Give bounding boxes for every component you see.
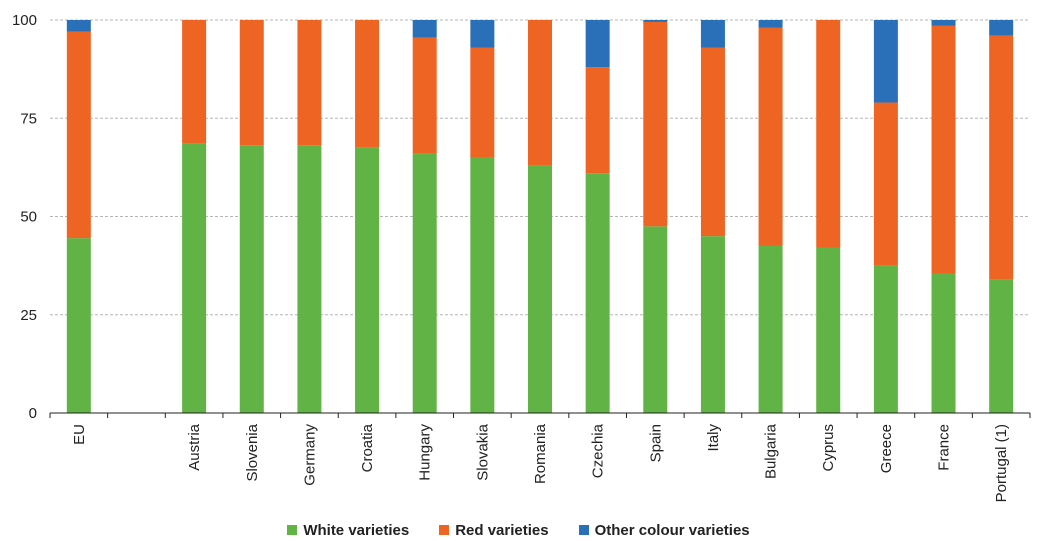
bar-segment-white [931,273,956,413]
bar-segment-white [873,265,898,413]
x-tick-label: Czechia [590,423,607,478]
legend-label-white: White varieties [303,521,410,539]
bar-segment-white [700,236,725,413]
legend-label-other: Other colour varieties [594,521,750,539]
legend-item-red: Red varieties [439,521,549,539]
x-tick-label: Portugal (1) [993,424,1010,502]
bar-segment-other [412,20,437,38]
x-tick-label: EU [71,424,88,445]
bar-segment-white [412,153,437,413]
bar-segment-red [585,67,610,174]
axes: 0 25 50 75 100 EU Austria Slovenia Germany Croati… [12,12,1031,502]
bar-segment-white [585,173,610,413]
y-tick-label: 50 [20,209,37,226]
x-tick-label: Romania [532,423,549,484]
bar-segment-white [758,245,783,413]
y-tick-label: 100 [12,12,37,29]
x-tick-label: Hungary [417,424,434,481]
y-tick-label: 75 [20,110,37,127]
bar-segment-red [873,102,898,266]
bar-segment-red [989,35,1014,280]
bar-segment-red [470,47,495,158]
legend: White varieties Red varieties Other colo… [0,520,1037,540]
bar-segment-other [66,20,91,32]
bar-segment-other [873,20,898,103]
bar-segment-white [643,226,668,413]
legend-swatch-other [578,525,589,535]
bar-segment-white [182,143,207,414]
bar-segment-other [643,20,668,22]
x-tick-label: Spain [647,424,664,462]
legend-label-red: Red varieties [455,521,549,539]
x-tick-label: Slovenia [244,423,261,481]
bar-segment-white [470,157,495,413]
bar-segment-white [66,238,91,413]
bar-segment-white [528,165,552,413]
y-tick-label: 0 [29,405,37,422]
x-tick-label: Germany [301,424,318,486]
legend-swatch-white [287,525,298,535]
bar-segment-other [989,20,1014,36]
x-tick-label: Croatia [359,423,376,472]
bar-segment-white [239,145,264,413]
legend-swatch-red [439,525,450,535]
bar-segment-other [585,20,610,68]
x-tick-label: Austria [186,423,203,470]
bar-segment-red [931,25,956,274]
legend-item-white: White varieties [287,522,409,539]
bar-segment-other [700,20,725,48]
x-tick-label: Greece [878,424,895,473]
bar-segment-red [643,21,668,227]
bar-segment-white [297,145,322,413]
x-tick-label: Italy [705,424,722,452]
bar-segment-white [816,247,841,413]
y-tick-label: 25 [20,307,37,324]
x-tick-label: Slovakia [474,423,491,480]
x-tick-label: Bulgaria [763,423,780,479]
bar-segment-red [182,20,207,144]
bar-segment-red [66,31,91,239]
bar-segment-other [758,20,783,28]
bar-segment-red [355,20,380,148]
bar-segment-white [355,147,380,413]
bar-segment-red [239,20,264,146]
bars [66,20,1014,414]
bar-segment-red [816,20,841,248]
x-tick-label: Cyprus [820,424,837,472]
bar-segment-white [989,279,1014,413]
bar-segment-red [412,37,437,154]
legend-item-other: Other colour varieties [578,521,750,539]
bar-segment-red [528,20,552,166]
bar-segment-red [758,27,783,246]
bar-segment-red [297,20,322,146]
bar-segment-other [931,20,956,26]
bar-segment-other [470,20,495,48]
x-tick-label: France [936,424,953,471]
bar-segment-red [700,47,725,237]
stacked-bar-chart: 0 25 50 75 100 EU Austria Slovenia Germany Croati… [12,12,1031,502]
